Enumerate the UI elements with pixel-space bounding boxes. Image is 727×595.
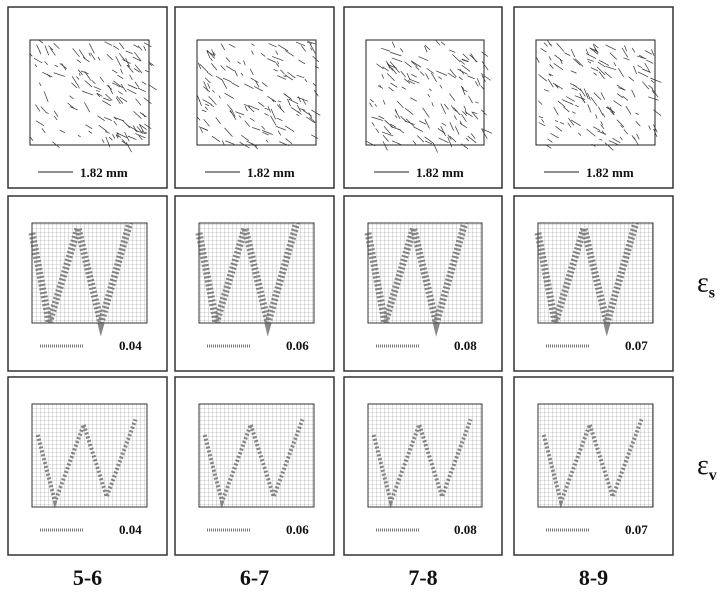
specimen-grid bbox=[199, 404, 314, 507]
panel-frame bbox=[344, 7, 502, 188]
scale-label: 1.82 mm bbox=[247, 165, 295, 180]
column-label: 5-6 bbox=[73, 565, 102, 590]
row-symbol: ε bbox=[697, 268, 709, 299]
specimen-grid bbox=[538, 404, 653, 507]
scale-label: 0.08 bbox=[454, 338, 477, 353]
panel-frame bbox=[514, 7, 673, 188]
row-label: εv bbox=[697, 450, 717, 484]
row-subscript: v bbox=[709, 467, 717, 484]
row-label: εs bbox=[697, 268, 715, 302]
scale-label: 1.82 mm bbox=[80, 165, 128, 180]
column-label: 6-7 bbox=[240, 565, 269, 590]
specimen-grid bbox=[368, 404, 482, 507]
scale-label: 1.82 mm bbox=[416, 165, 464, 180]
row-subscript: s bbox=[709, 285, 715, 302]
scale-label: 0.04 bbox=[119, 338, 142, 353]
row-symbol: ε bbox=[697, 450, 709, 481]
column-label: 8-9 bbox=[579, 565, 608, 590]
scale-label: 0.04 bbox=[119, 522, 142, 537]
figure: 1.82 mm 1.82 mm 1.82 mm 1.82 mm 0.04 0.06 0.08… bbox=[0, 0, 727, 595]
scale-label: 0.07 bbox=[625, 522, 648, 537]
column-label: 7-8 bbox=[408, 565, 437, 590]
panel-frame bbox=[8, 7, 167, 188]
specimen-grid bbox=[32, 404, 147, 507]
scale-label: 0.07 bbox=[625, 338, 648, 353]
scale-label: 1.82 mm bbox=[586, 165, 634, 180]
page: 1.82 mm 1.82 mm 1.82 mm 1.82 mm 0.04 0.06 0.08… bbox=[0, 0, 727, 595]
scale-label: 0.06 bbox=[286, 522, 309, 537]
scale-label: 0.08 bbox=[454, 522, 477, 537]
scale-label: 0.06 bbox=[286, 338, 309, 353]
panel-frame bbox=[175, 7, 334, 188]
